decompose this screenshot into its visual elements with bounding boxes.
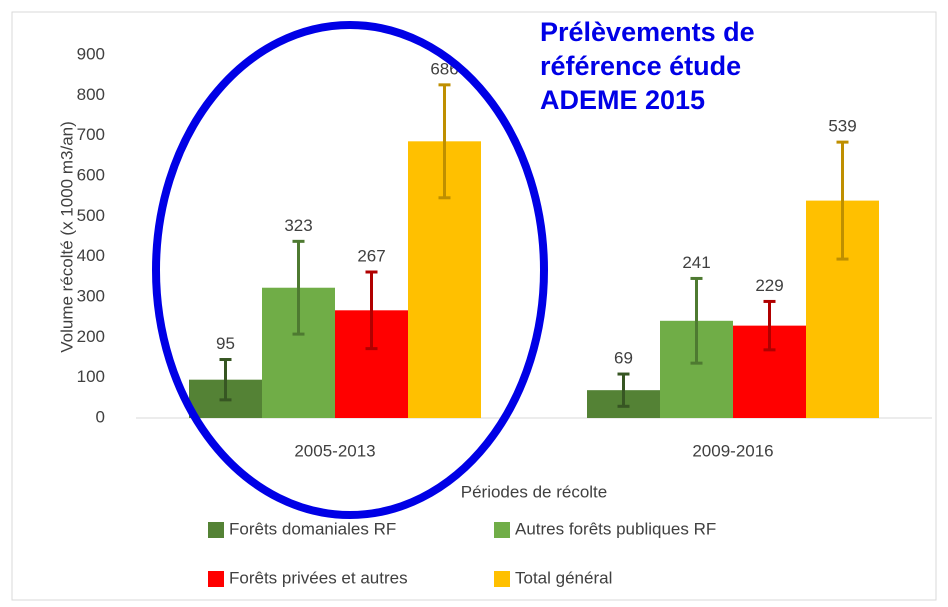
legend-label: Forêts privées et autres <box>229 568 408 587</box>
error-bar <box>617 372 630 408</box>
legend-swatch <box>494 522 510 538</box>
x-tick-label: 2009-2016 <box>692 441 773 460</box>
y-tick-label: 100 <box>77 367 105 386</box>
error-bar <box>763 299 776 352</box>
data-label: 229 <box>755 276 783 295</box>
legend-label: Forêts domaniales RF <box>229 519 396 538</box>
y-axis-label: Volume récolté (x 1000 m3/an) <box>57 121 76 353</box>
y-tick-label: 300 <box>77 286 105 305</box>
error-bar <box>836 140 849 261</box>
y-tick-label: 800 <box>77 85 105 104</box>
legend-swatch <box>208 571 224 587</box>
y-tick-label: 400 <box>77 246 105 265</box>
y-tick-label: 500 <box>77 206 105 225</box>
error-bar <box>365 270 378 351</box>
annotation: référence étude <box>540 51 741 81</box>
y-tick-label: 200 <box>77 327 105 346</box>
legend-swatch <box>208 522 224 538</box>
annotation: Prélèvements de <box>540 17 755 47</box>
error-bar <box>292 239 305 336</box>
error-bar <box>690 276 703 365</box>
y-tick-label: 600 <box>77 165 105 184</box>
legend-label: Autres forêts publiques RF <box>515 519 716 538</box>
x-tick-label: 2005-2013 <box>294 441 375 460</box>
error-bar <box>219 358 232 402</box>
legend-swatch <box>494 571 510 587</box>
data-label: 69 <box>614 349 633 368</box>
data-label: 539 <box>828 117 856 136</box>
data-label: 241 <box>682 253 710 272</box>
y-tick-label: 900 <box>77 44 105 63</box>
data-label: 95 <box>216 334 235 353</box>
annotation: ADEME 2015 <box>540 85 705 115</box>
error-bar <box>438 83 451 200</box>
legend-label: Total général <box>515 568 612 587</box>
data-label: 267 <box>357 246 385 265</box>
y-tick-label: 0 <box>96 407 105 426</box>
data-label: 323 <box>284 216 312 235</box>
x-axis-label: Périodes de récolte <box>461 482 607 501</box>
plot-area: 0 100 200 300 400 500 600 700 800 900 2005-2013 95 3… <box>77 44 932 460</box>
highlight-ellipse <box>152 21 548 519</box>
y-tick-label: 700 <box>77 125 105 144</box>
